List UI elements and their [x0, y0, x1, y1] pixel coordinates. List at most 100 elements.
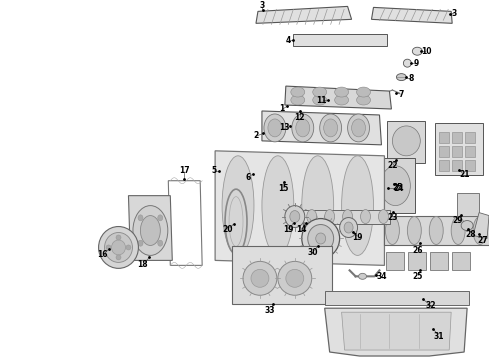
Ellipse shape — [112, 240, 125, 255]
Text: 29: 29 — [452, 216, 463, 225]
Ellipse shape — [359, 273, 367, 279]
Bar — [385, 216, 490, 246]
Bar — [465, 160, 475, 171]
Polygon shape — [457, 193, 479, 216]
Ellipse shape — [291, 95, 305, 105]
Ellipse shape — [98, 226, 138, 268]
Text: 16: 16 — [98, 250, 108, 259]
Polygon shape — [371, 8, 452, 23]
Ellipse shape — [325, 210, 335, 224]
Polygon shape — [473, 213, 489, 238]
Ellipse shape — [283, 173, 293, 185]
Ellipse shape — [264, 114, 286, 142]
Ellipse shape — [104, 233, 132, 262]
Ellipse shape — [451, 217, 465, 244]
Text: 22: 22 — [387, 161, 398, 170]
Ellipse shape — [342, 156, 373, 255]
Ellipse shape — [302, 156, 334, 255]
Ellipse shape — [357, 95, 370, 105]
Polygon shape — [325, 308, 467, 356]
Ellipse shape — [262, 156, 294, 255]
Bar — [439, 160, 449, 171]
Text: 13: 13 — [280, 123, 290, 132]
Ellipse shape — [380, 166, 410, 206]
Text: 17: 17 — [179, 166, 190, 175]
Polygon shape — [215, 151, 385, 265]
Ellipse shape — [378, 210, 389, 224]
Ellipse shape — [343, 210, 353, 224]
Ellipse shape — [290, 211, 300, 222]
Ellipse shape — [141, 216, 160, 246]
Polygon shape — [342, 312, 451, 350]
Ellipse shape — [403, 59, 411, 67]
Ellipse shape — [324, 119, 338, 137]
Text: 23: 23 — [387, 213, 398, 222]
Ellipse shape — [243, 261, 277, 295]
Ellipse shape — [292, 114, 314, 142]
Text: 20: 20 — [223, 225, 233, 234]
Text: 25: 25 — [412, 272, 422, 281]
Text: 18: 18 — [137, 260, 147, 269]
Bar — [439, 132, 449, 143]
Ellipse shape — [313, 95, 327, 105]
Text: 19: 19 — [352, 233, 363, 242]
Polygon shape — [256, 6, 352, 23]
Ellipse shape — [335, 87, 348, 97]
Bar — [452, 160, 462, 171]
Text: 2: 2 — [253, 131, 259, 140]
Text: 6: 6 — [245, 173, 250, 182]
Bar — [465, 132, 475, 143]
Text: 27: 27 — [478, 236, 489, 245]
Bar — [452, 252, 470, 270]
Ellipse shape — [313, 87, 327, 97]
Text: 24: 24 — [393, 184, 404, 193]
Bar — [387, 252, 404, 270]
Bar — [435, 123, 483, 175]
Ellipse shape — [340, 217, 358, 238]
Ellipse shape — [352, 119, 366, 137]
Polygon shape — [128, 195, 172, 260]
Text: 15: 15 — [278, 184, 288, 193]
Ellipse shape — [116, 255, 121, 260]
Ellipse shape — [106, 245, 111, 250]
Ellipse shape — [316, 233, 326, 244]
Ellipse shape — [158, 215, 163, 221]
Bar — [293, 34, 388, 46]
Ellipse shape — [331, 96, 341, 104]
Ellipse shape — [133, 206, 168, 255]
Bar — [452, 146, 462, 157]
Text: 12: 12 — [294, 113, 305, 122]
Bar — [408, 252, 426, 270]
Ellipse shape — [357, 87, 370, 97]
Text: 10: 10 — [421, 47, 432, 56]
Ellipse shape — [335, 95, 348, 105]
Ellipse shape — [308, 225, 334, 252]
Text: 4: 4 — [285, 36, 291, 45]
Bar — [439, 146, 449, 157]
Bar — [388, 121, 425, 163]
Text: 32: 32 — [426, 301, 437, 310]
Text: 21: 21 — [459, 170, 469, 179]
Bar — [325, 291, 469, 305]
Ellipse shape — [413, 47, 422, 55]
Ellipse shape — [429, 217, 443, 244]
Bar — [375, 158, 416, 213]
Ellipse shape — [273, 170, 283, 182]
Ellipse shape — [361, 210, 370, 224]
Text: 5: 5 — [212, 166, 217, 175]
Ellipse shape — [251, 269, 269, 287]
Ellipse shape — [278, 261, 312, 295]
Ellipse shape — [344, 222, 353, 233]
Ellipse shape — [307, 210, 317, 224]
Ellipse shape — [218, 166, 226, 176]
Ellipse shape — [285, 206, 305, 228]
Ellipse shape — [392, 126, 420, 156]
Ellipse shape — [158, 240, 163, 246]
Text: 1: 1 — [279, 104, 285, 113]
Ellipse shape — [116, 235, 121, 240]
Bar — [452, 132, 462, 143]
Ellipse shape — [222, 156, 254, 255]
Text: 3: 3 — [452, 9, 457, 18]
Ellipse shape — [347, 114, 369, 142]
Ellipse shape — [248, 164, 260, 178]
